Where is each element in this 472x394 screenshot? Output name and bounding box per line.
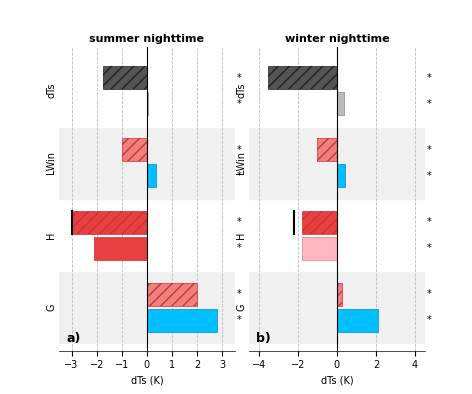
Text: *: * [236, 72, 241, 83]
Text: *: * [427, 217, 431, 227]
Bar [72, 210, 147, 234]
Bar [337, 309, 378, 332]
Bar [103, 66, 147, 89]
Bar [122, 138, 147, 162]
Bar [59, 54, 235, 127]
Bar [269, 66, 337, 89]
Bar [122, 138, 147, 162]
Bar [147, 283, 197, 306]
X-axis label: dTs (K): dTs (K) [320, 376, 353, 386]
Bar [147, 164, 156, 188]
Text: *: * [236, 145, 241, 155]
Text: *: * [427, 243, 431, 253]
Bar [317, 138, 337, 162]
Bar [147, 283, 197, 306]
Bar [337, 164, 345, 188]
Bar [302, 236, 337, 260]
Text: *: * [236, 315, 241, 325]
Bar [317, 138, 337, 162]
Bar [59, 199, 235, 271]
Text: *: * [427, 145, 431, 155]
Bar [94, 236, 147, 260]
Text: *: * [427, 289, 431, 299]
Bar [59, 271, 235, 344]
X-axis label: dTs (K): dTs (K) [131, 376, 163, 386]
Text: *: * [236, 171, 241, 181]
Bar [337, 283, 342, 306]
Text: *: * [427, 171, 431, 181]
Text: *: * [236, 243, 241, 253]
Text: *: * [427, 315, 431, 325]
Title: winter nighttime: winter nighttime [285, 34, 389, 44]
Bar [59, 127, 235, 199]
Bar [249, 54, 425, 127]
Bar [269, 66, 337, 89]
Text: *: * [427, 98, 431, 109]
Bar [72, 210, 147, 234]
Bar [147, 92, 148, 115]
Text: *: * [427, 72, 431, 83]
Title: summer nighttime: summer nighttime [89, 34, 204, 44]
Bar [302, 210, 337, 234]
Text: *: * [236, 289, 241, 299]
Bar [302, 210, 337, 234]
Bar [103, 66, 147, 89]
Bar [249, 199, 425, 271]
Bar [337, 283, 342, 306]
Bar [249, 127, 425, 199]
Bar [147, 309, 217, 332]
Text: *: * [236, 217, 241, 227]
Text: a): a) [66, 332, 80, 345]
Bar [249, 271, 425, 344]
Bar [337, 92, 344, 115]
Text: *: * [236, 98, 241, 109]
Text: b): b) [256, 332, 271, 345]
